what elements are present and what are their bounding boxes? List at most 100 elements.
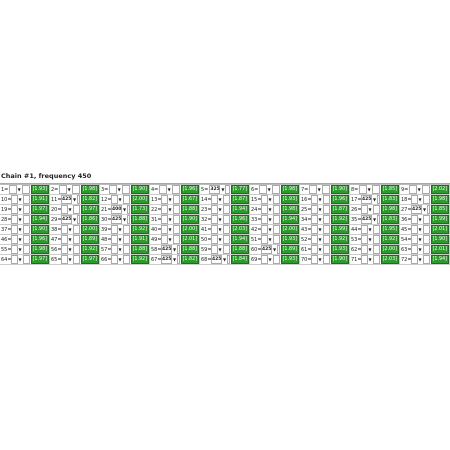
select-box[interactable] — [421, 185, 430, 194]
select-box[interactable] — [122, 255, 130, 264]
value-input[interactable] — [61, 235, 68, 244]
dropdown-arrow[interactable]: ▼ — [18, 207, 22, 212]
value-input[interactable] — [211, 215, 218, 224]
value-input[interactable] — [111, 235, 118, 244]
value-input[interactable] — [311, 255, 318, 264]
select-box[interactable] — [272, 225, 280, 234]
dropdown-arrow[interactable]: ▼ — [418, 247, 422, 252]
value-input[interactable] — [161, 235, 168, 244]
value-input[interactable] — [361, 245, 368, 254]
select-box[interactable] — [177, 255, 180, 264]
dropdown-arrow[interactable]: ▼ — [173, 257, 177, 262]
select-box[interactable] — [122, 245, 130, 254]
dropdown-arrow[interactable]: ▼ — [373, 197, 377, 202]
select-box[interactable] — [72, 245, 80, 254]
dropdown-arrow[interactable]: ▼ — [318, 217, 322, 222]
select-box[interactable] — [272, 255, 280, 264]
dropdown-arrow[interactable]: ▼ — [368, 257, 372, 262]
value-input[interactable] — [161, 225, 168, 234]
dropdown-arrow[interactable]: ▼ — [18, 217, 22, 222]
select-box[interactable] — [77, 195, 80, 204]
dropdown-arrow[interactable]: ▼ — [168, 197, 172, 202]
dropdown-arrow[interactable]: ▼ — [223, 257, 227, 262]
select-box[interactable] — [21, 185, 30, 194]
dropdown-arrow[interactable]: ▼ — [367, 187, 371, 192]
select-box[interactable] — [271, 185, 280, 194]
value-input[interactable] — [211, 245, 218, 254]
select-box[interactable] — [22, 235, 30, 244]
value-input[interactable] — [111, 245, 118, 254]
dropdown-arrow[interactable]: ▼ — [17, 187, 21, 192]
select-box[interactable] — [272, 235, 280, 244]
select-box[interactable] — [372, 245, 380, 254]
dropdown-arrow[interactable]: ▼ — [418, 227, 422, 232]
value-input[interactable] — [261, 205, 268, 214]
value-input[interactable] — [411, 225, 418, 234]
value-input[interactable]: 325 — [209, 185, 221, 194]
select-box[interactable] — [172, 215, 180, 224]
select-box[interactable] — [321, 185, 330, 194]
value-input[interactable] — [111, 225, 118, 234]
value-input[interactable] — [11, 205, 18, 214]
dropdown-arrow[interactable]: ▼ — [73, 217, 77, 222]
value-input[interactable] — [261, 195, 268, 204]
select-box[interactable] — [372, 225, 380, 234]
select-box[interactable] — [22, 205, 30, 214]
value-input[interactable] — [411, 215, 418, 224]
value-input[interactable] — [159, 185, 167, 194]
select-box[interactable] — [72, 205, 80, 214]
value-input[interactable] — [161, 205, 168, 214]
dropdown-arrow[interactable]: ▼ — [118, 247, 122, 252]
value-input[interactable] — [211, 235, 218, 244]
value-input[interactable] — [59, 185, 67, 194]
value-input[interactable]: 425 — [61, 195, 72, 204]
dropdown-arrow[interactable]: ▼ — [373, 217, 377, 222]
select-box[interactable] — [322, 215, 330, 224]
select-box[interactable] — [222, 225, 230, 234]
dropdown-arrow[interactable]: ▼ — [73, 197, 77, 202]
dropdown-arrow[interactable]: ▼ — [418, 197, 422, 202]
value-input[interactable] — [261, 215, 268, 224]
value-input[interactable] — [361, 235, 368, 244]
select-box[interactable] — [372, 235, 380, 244]
dropdown-arrow[interactable]: ▼ — [318, 257, 322, 262]
value-input[interactable] — [409, 185, 417, 194]
value-input[interactable] — [109, 185, 117, 194]
select-box[interactable] — [72, 225, 80, 234]
select-box[interactable] — [422, 225, 430, 234]
dropdown-arrow[interactable]: ▼ — [18, 237, 22, 242]
dropdown-arrow[interactable]: ▼ — [268, 207, 272, 212]
select-box[interactable] — [77, 215, 80, 224]
value-input[interactable] — [311, 235, 318, 244]
select-box[interactable] — [377, 215, 380, 224]
select-box[interactable] — [272, 215, 280, 224]
dropdown-arrow[interactable]: ▼ — [218, 207, 222, 212]
dropdown-arrow[interactable]: ▼ — [123, 217, 127, 222]
select-box[interactable] — [172, 205, 180, 214]
select-box[interactable] — [72, 255, 80, 264]
dropdown-arrow[interactable]: ▼ — [368, 247, 372, 252]
dropdown-arrow[interactable]: ▼ — [68, 257, 72, 262]
dropdown-arrow[interactable]: ▼ — [318, 247, 322, 252]
select-box[interactable] — [225, 185, 230, 194]
value-input[interactable] — [361, 205, 368, 214]
value-input[interactable] — [259, 185, 267, 194]
dropdown-arrow[interactable]: ▼ — [218, 237, 222, 242]
dropdown-arrow[interactable]: ▼ — [118, 237, 122, 242]
value-input[interactable] — [61, 255, 68, 264]
select-box[interactable] — [122, 195, 130, 204]
select-box[interactable] — [422, 195, 430, 204]
select-box[interactable] — [127, 205, 130, 214]
select-box[interactable] — [22, 245, 30, 254]
value-input[interactable] — [411, 195, 418, 204]
select-box[interactable] — [222, 205, 230, 214]
value-input[interactable]: 425 — [111, 215, 122, 224]
select-box[interactable] — [322, 255, 330, 264]
select-box[interactable] — [372, 255, 380, 264]
select-box[interactable] — [427, 205, 430, 214]
select-box[interactable] — [121, 185, 130, 194]
dropdown-arrow[interactable]: ▼ — [68, 227, 72, 232]
select-box[interactable] — [322, 235, 330, 244]
value-input[interactable] — [211, 225, 218, 234]
value-input[interactable] — [359, 185, 367, 194]
